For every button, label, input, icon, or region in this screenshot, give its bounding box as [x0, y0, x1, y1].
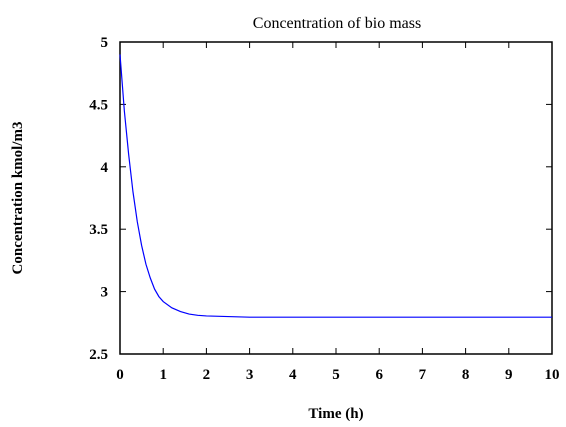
- y-tick-label: 3.5: [89, 222, 108, 238]
- x-tick-label: 2: [203, 367, 211, 383]
- x-tick-label: 9: [505, 367, 513, 383]
- y-tick-label: 4.5: [89, 97, 108, 113]
- x-tick-label: 3: [246, 367, 254, 383]
- y-axis: 2.5 3 3.5 4 4.5 5: [89, 35, 552, 363]
- x-tick-label: 4: [289, 367, 297, 383]
- y-axis-label: Concentration kmol/m3: [10, 122, 26, 275]
- y-tick-label: 3: [101, 285, 109, 301]
- x-axis: 0 1 2 3 4 5 6 7 8 9 10: [116, 42, 560, 383]
- y-tick-label: 5: [101, 35, 109, 51]
- series-line: [119, 54, 552, 318]
- x-tick-label: 8: [462, 367, 470, 383]
- x-tick-label: 10: [545, 367, 560, 383]
- x-tick-label: 5: [332, 367, 340, 383]
- y-tick-label: 4: [101, 160, 109, 176]
- x-tick-label: 6: [375, 367, 383, 383]
- chart-title: Concentration of bio mass: [253, 15, 421, 32]
- plot-area: [119, 41, 553, 355]
- y-tick-label: 2.5: [89, 347, 108, 363]
- x-axis-label: Time (h): [308, 406, 363, 422]
- x-tick-label: 1: [159, 367, 167, 383]
- x-tick-label: 0: [116, 367, 124, 383]
- x-tick-label: 7: [419, 367, 427, 383]
